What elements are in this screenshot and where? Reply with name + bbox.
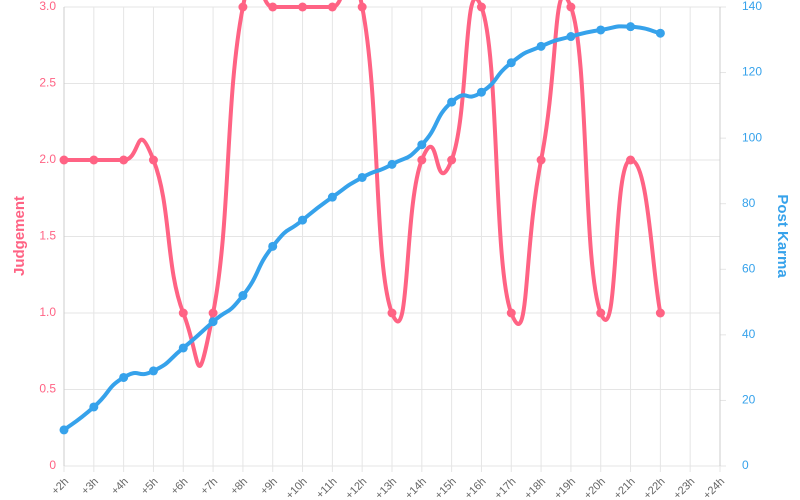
x-tick-label: +13h	[373, 476, 399, 500]
point	[596, 308, 606, 318]
point	[566, 2, 576, 12]
x-tick-label: +3h	[79, 476, 101, 498]
point	[327, 192, 337, 202]
point	[148, 155, 158, 165]
point	[178, 308, 188, 318]
point	[417, 140, 427, 150]
x-tick-label: +12h	[343, 476, 369, 500]
y-tick-label: 1.5	[39, 229, 56, 243]
point	[238, 291, 248, 301]
x-tick-label: +15h	[433, 476, 459, 500]
x-tick-label: +23h	[671, 476, 697, 500]
point	[566, 32, 576, 42]
y2-tick-label: 60	[742, 261, 756, 275]
x-tick-label: +14h	[403, 476, 429, 500]
x-tick-label: +17h	[492, 476, 518, 500]
point	[59, 425, 69, 435]
y2-tick-label: 80	[742, 196, 756, 210]
x-tick-label: +9h	[258, 476, 280, 498]
x-tick-label: +5h	[139, 476, 161, 498]
point	[298, 215, 308, 225]
point	[119, 155, 129, 165]
point	[148, 366, 158, 376]
point	[417, 155, 427, 165]
y2-tick-label: 140	[742, 0, 762, 13]
point	[298, 2, 308, 12]
point	[476, 2, 486, 12]
x-tick-label: +19h	[552, 476, 578, 500]
y-tick-label: 2.5	[39, 76, 56, 90]
y2-tick-label: 100	[742, 130, 762, 144]
y2-tick-label: 0	[742, 458, 749, 472]
y-tick-label: 1.0	[39, 305, 56, 319]
x-tick-label: +24h	[701, 476, 727, 500]
x-tick-label: +20h	[582, 476, 608, 500]
x-tick-label: +18h	[522, 476, 548, 500]
series-line	[63, 0, 663, 368]
point	[238, 2, 248, 12]
point	[208, 308, 218, 318]
x-tick-label: +21h	[612, 476, 638, 500]
point	[357, 2, 367, 12]
x-tick-label: +8h	[228, 476, 250, 498]
y-tick-label: 3.0	[39, 0, 56, 13]
point	[387, 159, 397, 169]
point	[506, 58, 516, 68]
point	[268, 2, 278, 12]
y-tick-label: 2.0	[39, 152, 56, 166]
point	[506, 308, 516, 318]
point	[596, 25, 606, 35]
point	[387, 308, 397, 318]
point	[178, 343, 188, 353]
y2-tick-label: 40	[742, 327, 756, 341]
point	[536, 41, 546, 51]
point	[119, 372, 129, 382]
x-tick-label: +11h	[314, 476, 339, 500]
y2-tick-label: 20	[742, 393, 756, 407]
x-tick-label: +7h	[199, 476, 221, 498]
point	[447, 155, 457, 165]
point	[655, 308, 665, 318]
point	[268, 241, 278, 251]
y2-axis-title: Post Karma	[774, 194, 791, 278]
y2-tick-label: 120	[742, 65, 762, 79]
point	[89, 402, 99, 412]
x-tick-label: +22h	[642, 476, 668, 500]
point	[626, 22, 636, 32]
point	[476, 87, 486, 97]
point	[89, 155, 99, 165]
y-tick-label: 0	[49, 458, 56, 472]
y-axis-title: Judgement	[11, 196, 28, 276]
point	[357, 172, 367, 182]
point	[536, 155, 546, 165]
x-tick-label: +16h	[463, 476, 489, 500]
x-tick-label: +10h	[284, 476, 310, 500]
point	[626, 155, 636, 165]
point	[208, 317, 218, 327]
x-tick-label: +2h	[49, 476, 71, 498]
point	[327, 2, 337, 12]
y-tick-label: 0.5	[39, 382, 56, 396]
x-tick-label: +4h	[109, 476, 131, 498]
point	[447, 97, 457, 107]
point	[59, 155, 69, 165]
x-tick-label: +6h	[169, 476, 191, 498]
point	[655, 28, 665, 38]
